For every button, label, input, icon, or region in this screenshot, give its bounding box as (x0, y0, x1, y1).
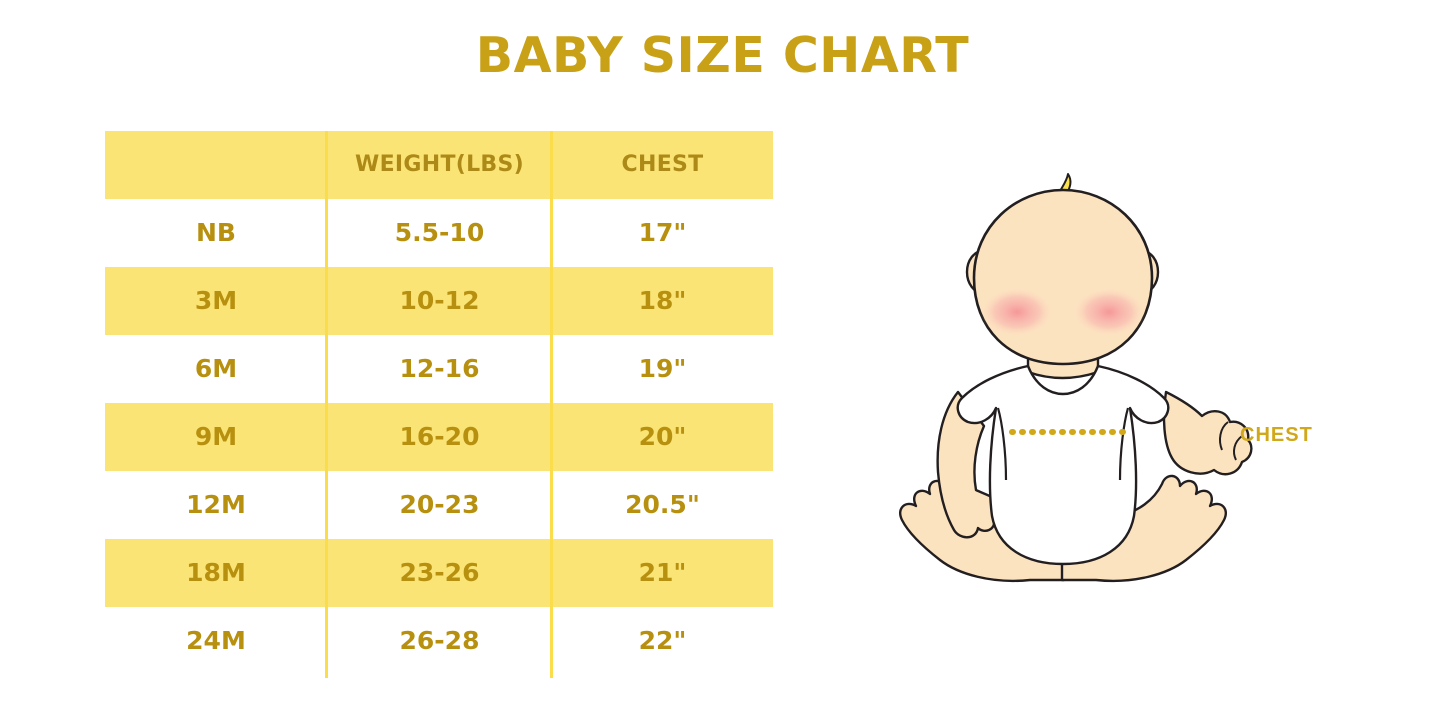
cell-size: 3M (194, 286, 238, 315)
cell-chest: 22" (638, 626, 687, 655)
cell-chest: 18" (638, 286, 687, 315)
baby-illustration (899, 173, 1253, 582)
column-divider-2 (550, 131, 553, 678)
column-divider-1 (325, 131, 328, 678)
table-row: 9M 16-20 20" (105, 403, 773, 471)
cell-chest: 21" (638, 558, 687, 587)
head (972, 188, 1154, 366)
cell-size: 6M (194, 354, 238, 383)
sleeve-crease-right (1118, 407, 1130, 481)
header-weight: WEIGHT(LBS) (355, 152, 524, 177)
cell-weight: 12-16 (399, 354, 480, 383)
cell-chest: 20" (638, 422, 687, 451)
header-chest: CHEST (621, 152, 704, 177)
cell-weight: 5.5-10 (394, 218, 485, 247)
cell-size: 18M (186, 558, 246, 587)
cell-size: NB (196, 218, 236, 247)
cell-chest: 20.5" (625, 490, 700, 519)
cell-size: 12M (186, 490, 246, 519)
cell-size: 9M (194, 422, 238, 451)
arm-right (1162, 390, 1253, 476)
table-row: NB 5.5-10 17" (105, 199, 773, 267)
onesie (956, 364, 1170, 566)
cell-weight: 10-12 (399, 286, 480, 315)
fist-knuckles (1219, 421, 1243, 461)
blush-left (980, 287, 1054, 337)
cell-weight: 20-23 (399, 490, 480, 519)
cell-chest: 19" (638, 354, 687, 383)
cell-weight: 26-28 (399, 626, 480, 655)
cell-weight: 16-20 (399, 422, 480, 451)
page-title: BABY SIZE CHART (475, 27, 970, 84)
size-chart-table: WEIGHT(LBS) CHEST NB 5.5-10 17" 3M 10-12… (105, 131, 773, 675)
table-row: 3M 10-12 18" (105, 267, 773, 335)
table-header-row: WEIGHT(LBS) CHEST (105, 131, 773, 199)
sleeve-crease-left (996, 407, 1008, 481)
cell-weight: 23-26 (399, 558, 480, 587)
table-row: 6M 12-16 19" (105, 335, 773, 403)
blush-right (1072, 287, 1146, 337)
table-row: 24M 26-28 22" (105, 607, 773, 675)
cell-chest: 17" (638, 218, 687, 247)
arm-left (936, 390, 1008, 539)
table-row: 18M 23-26 21" (105, 539, 773, 607)
chest-label: CHEST (1240, 424, 1313, 446)
cell-size: 24M (186, 626, 246, 655)
table-row: 12M 20-23 20.5" (105, 471, 773, 539)
